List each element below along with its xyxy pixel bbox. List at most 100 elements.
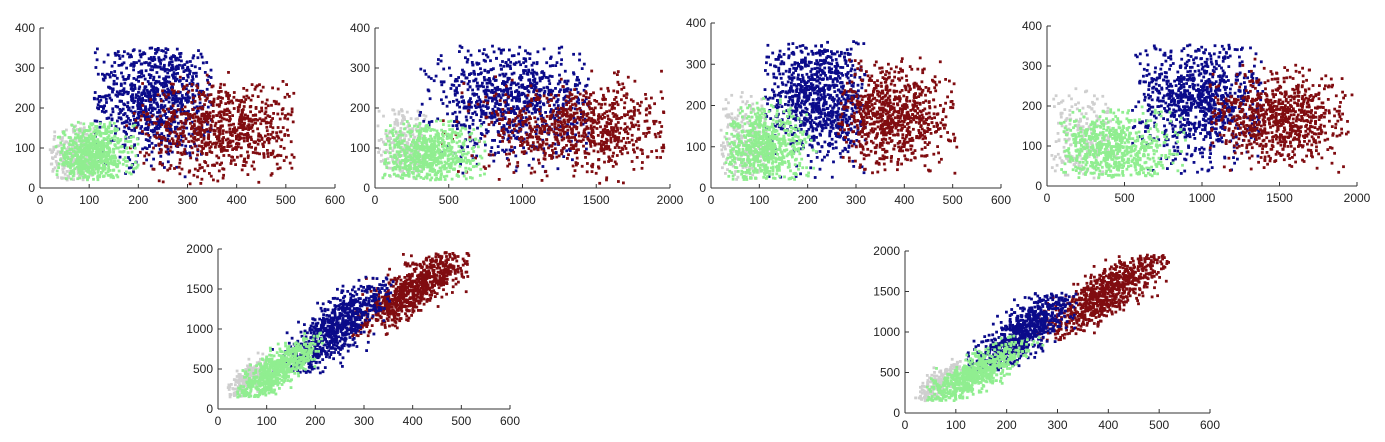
data-point <box>271 136 275 139</box>
data-point <box>194 71 198 75</box>
data-point <box>407 122 410 125</box>
data-point <box>94 66 98 69</box>
data-point <box>160 141 163 145</box>
data-point <box>486 70 490 74</box>
data-point <box>541 116 545 120</box>
data-point <box>533 87 537 90</box>
data-point <box>570 114 574 118</box>
data-point <box>506 103 510 107</box>
data-point <box>557 51 561 55</box>
data-point <box>185 87 188 91</box>
data-point <box>266 152 270 155</box>
data-point <box>594 171 598 175</box>
data-point <box>102 142 105 145</box>
data-point <box>72 154 75 158</box>
data-point <box>109 113 113 117</box>
data-point <box>458 164 462 168</box>
data-point <box>175 132 179 136</box>
data-point <box>478 98 482 102</box>
data-point <box>543 125 547 128</box>
data-point <box>126 140 130 143</box>
data-point <box>73 146 77 149</box>
data-point <box>289 113 293 117</box>
data-point <box>535 102 539 105</box>
data-point <box>377 151 380 154</box>
data-point <box>477 145 480 149</box>
data-point <box>129 146 132 150</box>
data-point <box>106 94 109 98</box>
data-point <box>249 110 252 114</box>
data-point <box>545 96 549 100</box>
data-point <box>433 144 437 148</box>
data-point <box>63 172 67 176</box>
data-point <box>441 102 445 105</box>
data-point <box>547 79 551 82</box>
data-point <box>530 97 533 101</box>
data-point <box>414 117 418 121</box>
data-point <box>246 124 249 128</box>
data-point <box>97 100 101 104</box>
data-point <box>654 119 658 123</box>
data-point <box>503 81 507 85</box>
data-point <box>384 132 388 136</box>
data-point <box>138 49 142 53</box>
data-point <box>515 105 519 108</box>
data-point <box>432 128 436 132</box>
cluster-red <box>441 69 666 185</box>
data-point <box>74 136 77 140</box>
data-point <box>116 119 119 123</box>
data-point <box>247 154 250 158</box>
data-point <box>187 114 190 117</box>
data-point <box>217 134 221 138</box>
data-point <box>585 119 589 122</box>
data-point <box>629 115 633 119</box>
data-point <box>166 147 170 151</box>
data-point <box>111 174 115 178</box>
data-point <box>399 122 403 125</box>
data-point <box>119 145 123 149</box>
data-point <box>126 101 130 104</box>
data-point <box>81 172 85 176</box>
data-point <box>207 134 211 138</box>
data-point <box>514 129 517 133</box>
data-point <box>147 108 151 111</box>
data-point <box>487 77 491 80</box>
data-point <box>132 167 135 171</box>
data-point <box>587 105 591 109</box>
data-point <box>106 53 110 57</box>
data-point <box>255 151 259 155</box>
data-point <box>549 110 552 114</box>
data-point <box>196 109 200 113</box>
data-point <box>184 112 187 116</box>
data-point <box>88 149 91 152</box>
data-point <box>178 63 181 67</box>
data-point <box>136 107 140 111</box>
data-point <box>486 55 490 59</box>
data-point <box>197 125 201 129</box>
data-point <box>493 86 497 90</box>
data-point <box>252 118 256 122</box>
data-point <box>484 111 488 115</box>
data-point <box>525 108 529 112</box>
data-point <box>203 103 206 106</box>
data-point <box>55 169 59 173</box>
data-point <box>660 146 664 150</box>
data-point <box>173 76 177 79</box>
data-point <box>248 119 251 123</box>
data-point <box>441 119 445 123</box>
data-point <box>430 137 434 141</box>
data-point <box>492 111 495 114</box>
data-point <box>232 91 236 94</box>
data-point <box>240 146 243 150</box>
data-point <box>88 155 91 159</box>
data-point <box>133 129 137 133</box>
data-point <box>110 154 114 158</box>
data-point <box>193 112 197 116</box>
data-point <box>132 112 136 115</box>
data-point <box>659 156 662 159</box>
data-point <box>508 148 512 152</box>
data-point <box>513 119 517 122</box>
data-point <box>522 107 526 111</box>
data-point <box>468 105 472 109</box>
data-point <box>140 72 143 75</box>
